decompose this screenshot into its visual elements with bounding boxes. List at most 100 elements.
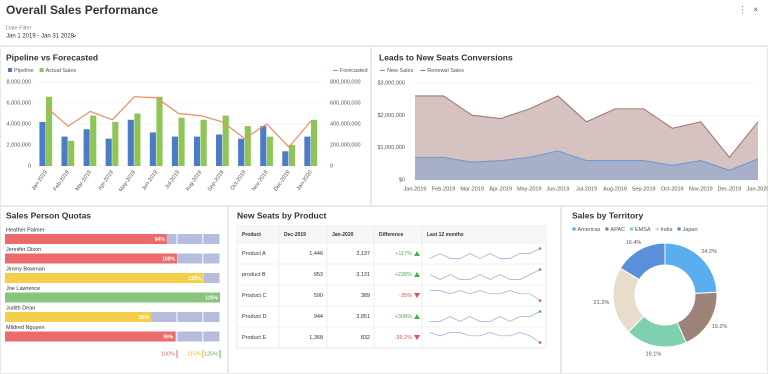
sparkline <box>429 248 541 259</box>
legend-label: Japan <box>683 227 698 233</box>
bar <box>39 121 46 166</box>
legend-label: New Sales <box>387 68 414 74</box>
x-tick-label: Sep-2019 <box>632 186 656 192</box>
bar <box>112 121 119 166</box>
x-tick-label: Jan-2019 <box>404 186 427 192</box>
value-label: 100% <box>162 256 175 262</box>
legend-label: Forecasted <box>340 68 368 74</box>
cell: 590 <box>314 293 323 299</box>
cell: 944 <box>314 314 323 320</box>
cell: 1,446 <box>309 251 323 257</box>
x-tick-label: Oct-2019 <box>661 186 684 192</box>
bar <box>310 119 318 166</box>
legend-label: Actual Sales <box>46 68 77 74</box>
x-tick-label: Mar-2019 <box>460 186 484 192</box>
column-header: Last 12 months <box>427 232 464 238</box>
x-tick-label: Jul-2019 <box>576 186 597 192</box>
donut-slice <box>619 242 666 281</box>
filter-value[interactable]: Jan 1 2019 - Jan 31 2020 <box>6 34 75 40</box>
legend-label: Pipeline <box>14 68 34 74</box>
sparkline-end <box>538 310 542 313</box>
y2-tick-label: 800,000,000 <box>330 79 361 85</box>
value-label: 19.2% <box>712 324 728 330</box>
cell: +117% <box>395 251 412 257</box>
bar <box>222 115 229 166</box>
header-bar <box>0 0 768 45</box>
value-label: 85% <box>139 315 150 321</box>
bar <box>200 119 207 166</box>
bar <box>46 96 53 166</box>
legend-label: Americas <box>578 227 601 233</box>
x-tick-label: Nov-2019 <box>689 186 713 192</box>
x-tick-label: Aug-2019 <box>603 186 627 192</box>
sparkline-end <box>538 299 542 302</box>
person-name: Joe Lawrence <box>6 286 40 292</box>
legend-label: APAC <box>610 227 625 233</box>
legend-swatch <box>572 227 576 231</box>
bar <box>260 126 267 166</box>
value-label: 125% <box>205 295 218 301</box>
cell: +228% <box>395 272 412 278</box>
cell: 3,137 <box>356 251 370 257</box>
chart-title: Sales by Territory <box>572 210 643 220</box>
cell: 1,368 <box>309 335 323 341</box>
value-label: 99% <box>163 334 174 340</box>
legend-label: EMSA <box>635 227 651 233</box>
y-tick-label: $0 <box>399 177 405 183</box>
person-name: Jimmy Bowman <box>6 266 45 272</box>
cell: +308% <box>395 314 412 320</box>
value-label: 94% <box>155 237 166 243</box>
y-tick-label: 2,000,000 <box>7 142 31 148</box>
sparkline-end <box>538 247 542 250</box>
trend-arrow <box>414 272 420 277</box>
y-tick-label: 6,000,000 <box>7 100 31 106</box>
x-tick-label: Apr-2019 <box>489 186 512 192</box>
bar <box>5 312 152 322</box>
close-icon[interactable]: × <box>753 4 758 14</box>
x-tick-label: Jan-2020 <box>747 186 768 192</box>
bar <box>5 273 203 283</box>
sparkline <box>430 311 541 322</box>
cell: Product A <box>242 251 266 257</box>
line <box>45 96 312 148</box>
person-name: Jennifer Dixon <box>6 247 41 253</box>
bar <box>244 126 251 166</box>
column-header: Product <box>242 232 261 238</box>
bar <box>90 115 97 166</box>
y2-tick-label: 0 <box>330 163 333 169</box>
trend-arrow <box>414 314 420 319</box>
y-tick-label: 8,000,000 <box>7 79 31 85</box>
bar <box>171 136 178 166</box>
chart-title: Leads to New Seats Conversions <box>379 52 513 62</box>
area <box>415 150 758 180</box>
sparkline <box>430 290 541 301</box>
table-header-bg <box>237 226 546 243</box>
legend-swatch <box>8 68 12 72</box>
bar <box>156 96 163 166</box>
legend-swatch <box>677 227 681 231</box>
sparkline <box>429 332 541 343</box>
y-tick-label: $2,000,000 <box>377 113 405 119</box>
y2-tick-label: 600,000,000 <box>330 100 361 106</box>
cell: 3,851 <box>356 314 370 320</box>
trend-arrow <box>414 335 420 340</box>
trend-arrow <box>414 293 420 298</box>
chart-title: Sales Person Quotas <box>6 210 91 220</box>
value-label: 16.4% <box>626 240 642 246</box>
bar <box>266 136 273 166</box>
cell: -39.2% <box>395 335 413 341</box>
menu-icon[interactable]: ⋮ <box>738 4 747 14</box>
x-tick-label: Jun-2019 <box>546 186 569 192</box>
x-tick-label: Feb-2019 <box>432 186 456 192</box>
bar <box>5 292 220 303</box>
trend-arrow <box>414 251 420 256</box>
legend-label: Renewal Sales <box>427 68 464 74</box>
dropdown-chevron[interactable] <box>71 34 77 38</box>
legend-swatch <box>629 227 634 231</box>
line <box>415 150 759 171</box>
legend-label: India <box>661 227 674 233</box>
x-tick-label: Dec-2019 <box>717 186 741 192</box>
bar <box>105 138 112 166</box>
